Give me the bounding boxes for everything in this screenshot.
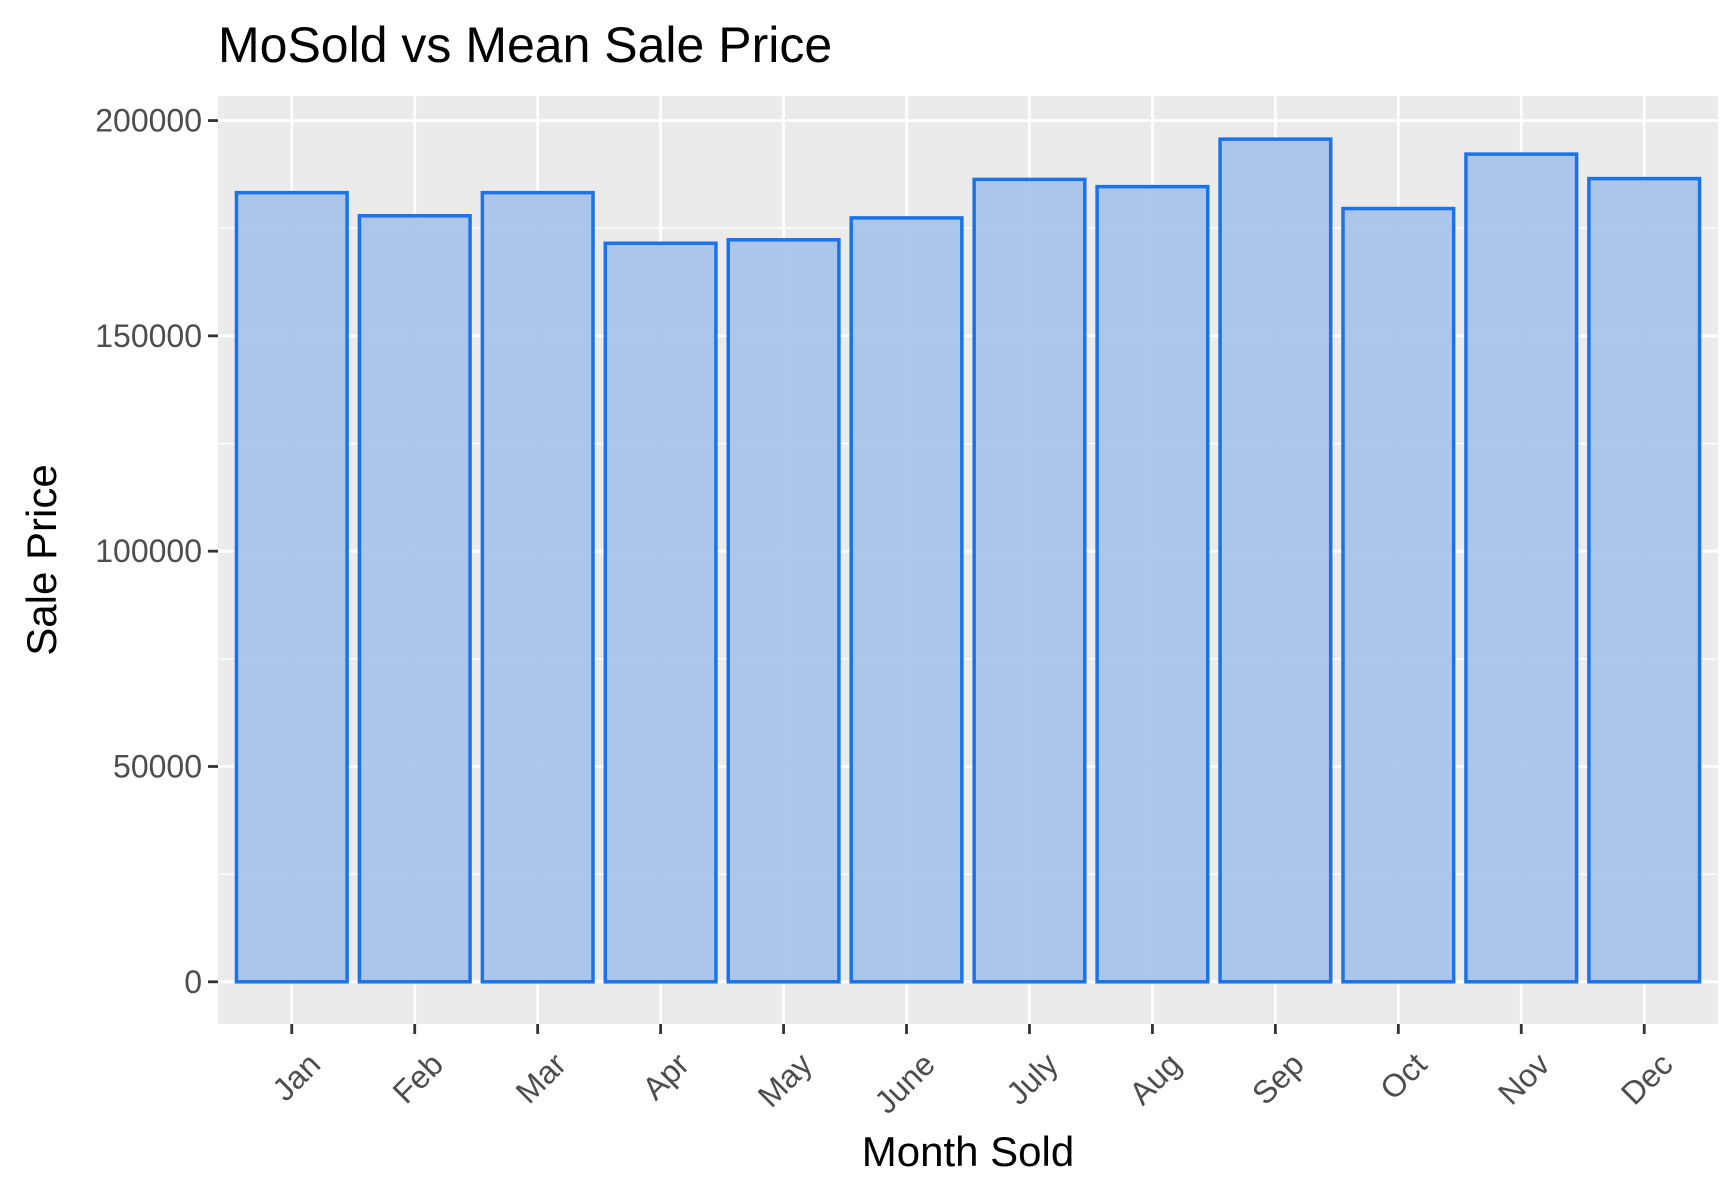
bar-aug (1095, 184, 1210, 984)
y-tick-label: 200000 (95, 103, 202, 139)
x-tick-label: Feb (386, 1046, 450, 1110)
bar-june (849, 216, 964, 984)
bar-july (972, 177, 1087, 984)
y-axis-title: Sale Price (18, 464, 65, 655)
y-tick-label: 100000 (95, 533, 202, 569)
bar-apr (603, 241, 718, 984)
x-tick-label: June (867, 1046, 942, 1121)
y-tick-label: 0 (184, 964, 202, 1000)
bar-feb (357, 214, 472, 984)
bar-sep (1218, 137, 1333, 984)
x-tick-label: Oct (1373, 1046, 1434, 1107)
bars (234, 137, 1702, 984)
x-axis: Jan Feb Mar Apr May June July Aug Sep Oct Nov Dec (265, 1024, 1680, 1121)
x-tick-label: Aug (1122, 1046, 1188, 1112)
x-tick-label: Apr (635, 1046, 696, 1107)
bar-jan (234, 190, 349, 984)
bar-nov (1464, 152, 1579, 984)
y-tick-label: 150000 (95, 318, 202, 354)
x-tick-label: Nov (1491, 1046, 1557, 1112)
bar-may (726, 238, 841, 984)
bar-dec (1587, 176, 1702, 984)
y-tick-label: 50000 (113, 748, 202, 784)
y-axis: 0 50000 100000 150000 200000 (95, 103, 218, 1000)
x-tick-label: Dec (1614, 1046, 1680, 1112)
bar-mar (480, 190, 595, 984)
x-axis-title: Month Sold (862, 1128, 1074, 1175)
chart-title: MoSold vs Mean Sale Price (218, 17, 832, 73)
x-tick-label: May (751, 1046, 819, 1114)
x-tick-label: Sep (1245, 1046, 1311, 1112)
x-tick-label: Mar (509, 1046, 574, 1111)
bar-oct (1341, 206, 1456, 984)
x-tick-label: Jan (265, 1046, 327, 1108)
x-tick-label: July (999, 1046, 1065, 1112)
